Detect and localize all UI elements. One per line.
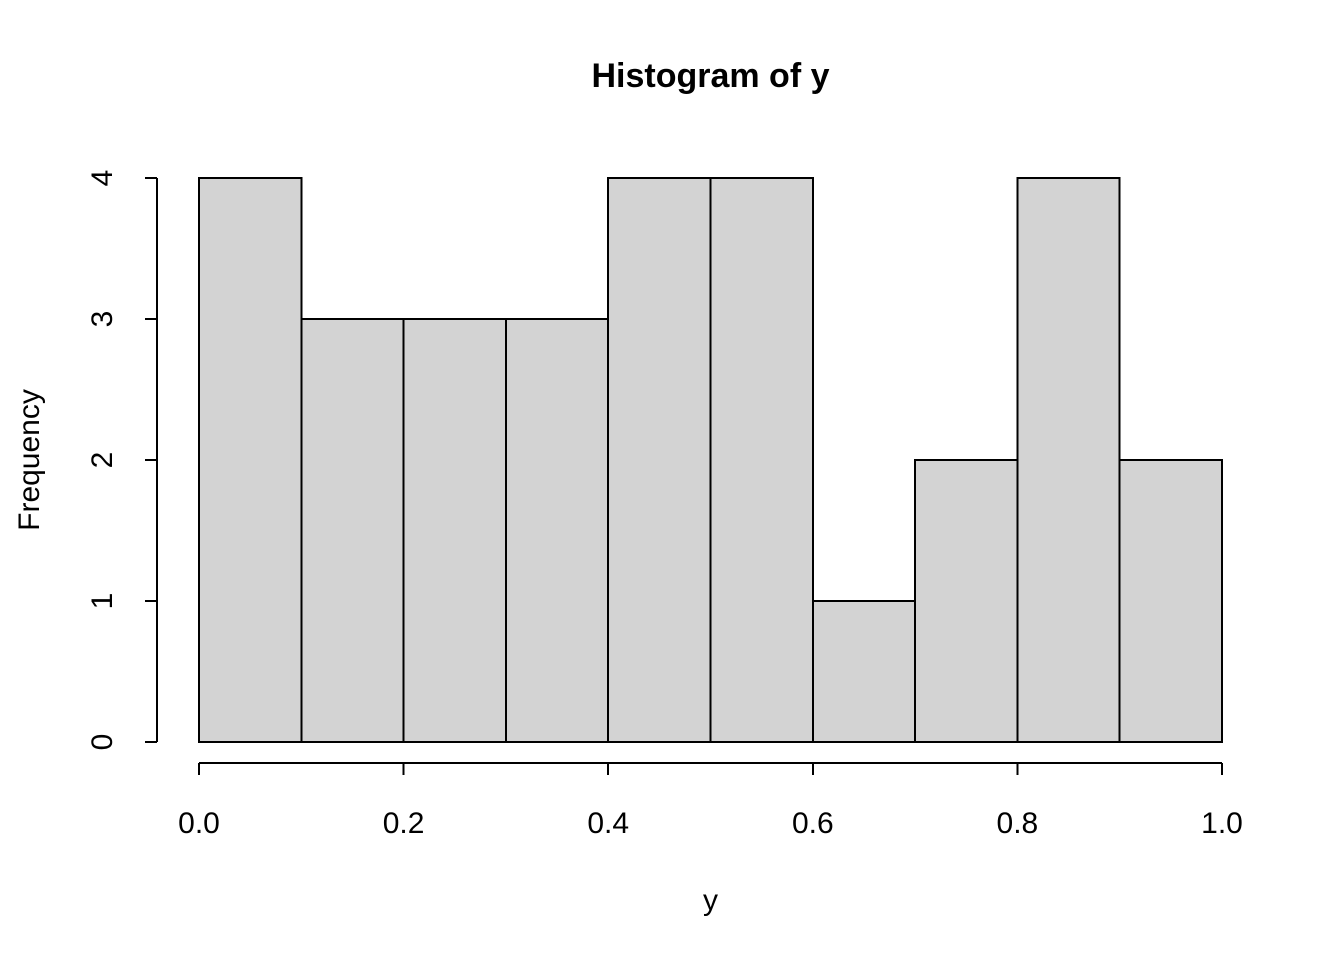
- histogram-bar: [914, 459, 1019, 743]
- histogram-bar: [1118, 459, 1223, 743]
- histogram-bar: [607, 177, 712, 743]
- x-axis-title: y: [703, 884, 718, 917]
- x-tick-label: 0.8: [997, 807, 1039, 840]
- x-tick-label: 0.4: [587, 807, 629, 840]
- y-tick-label: 4: [86, 170, 119, 187]
- y-tick-label: 2: [86, 452, 119, 469]
- histogram-bar: [402, 318, 507, 743]
- histogram-bar: [1016, 177, 1121, 743]
- y-tick-label: 1: [86, 593, 119, 610]
- histogram-bar: [709, 177, 814, 743]
- x-tick-label: 0.6: [792, 807, 834, 840]
- x-tick-label: 0.2: [383, 807, 425, 840]
- y-tick-label: 3: [86, 311, 119, 328]
- histogram-bar: [504, 318, 610, 743]
- histogram-bar: [198, 177, 303, 743]
- y-tick-label: 0: [86, 734, 119, 751]
- histogram-bar: [811, 600, 917, 743]
- chart-title: Histogram of y: [591, 57, 830, 95]
- x-tick-label: 1.0: [1201, 807, 1243, 840]
- x-tick-label: 0.0: [178, 807, 220, 840]
- histogram-bar: [300, 318, 405, 743]
